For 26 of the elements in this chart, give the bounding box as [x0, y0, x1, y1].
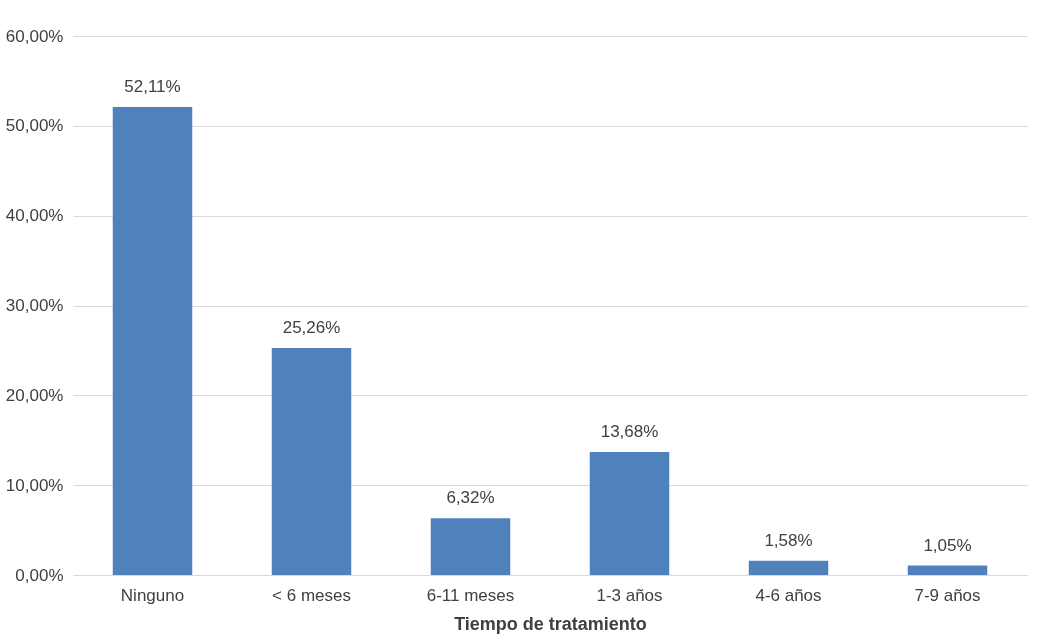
data-label: 25,26% — [282, 318, 341, 338]
data-label: 1,05% — [923, 535, 972, 555]
x-tick-label: Ninguno — [120, 585, 185, 605]
x-tick-label: 4-6 años — [755, 585, 822, 605]
x-tick-label: 6-11 meses — [426, 585, 515, 605]
bar — [907, 565, 988, 575]
y-tick-label: 60,00% — [5, 26, 64, 46]
x-tick-label: 1-3 años — [596, 585, 663, 605]
y-tick-label: 0,00% — [15, 565, 64, 585]
data-label: 13,68% — [600, 422, 659, 442]
x-tick-label: 7-9 años — [914, 585, 981, 605]
y-tick-label: 50,00% — [5, 116, 64, 136]
data-label: 52,11% — [124, 76, 181, 96]
bar — [748, 560, 829, 575]
bar — [589, 452, 670, 575]
data-label: 6,32% — [446, 488, 495, 508]
y-tick-label: 30,00% — [5, 296, 64, 315]
x-axis-title: Tiempo de tratamiento — [454, 613, 647, 634]
y-tick-label: 40,00% — [5, 206, 64, 226]
bar — [430, 518, 511, 575]
y-tick-label: 10,00% — [5, 475, 64, 495]
bar — [112, 106, 193, 575]
data-label: 1,58% — [764, 530, 813, 550]
bar — [271, 348, 352, 575]
y-tick-label: 20,00% — [5, 385, 64, 405]
x-tick-label: < 6 meses — [272, 585, 351, 605]
